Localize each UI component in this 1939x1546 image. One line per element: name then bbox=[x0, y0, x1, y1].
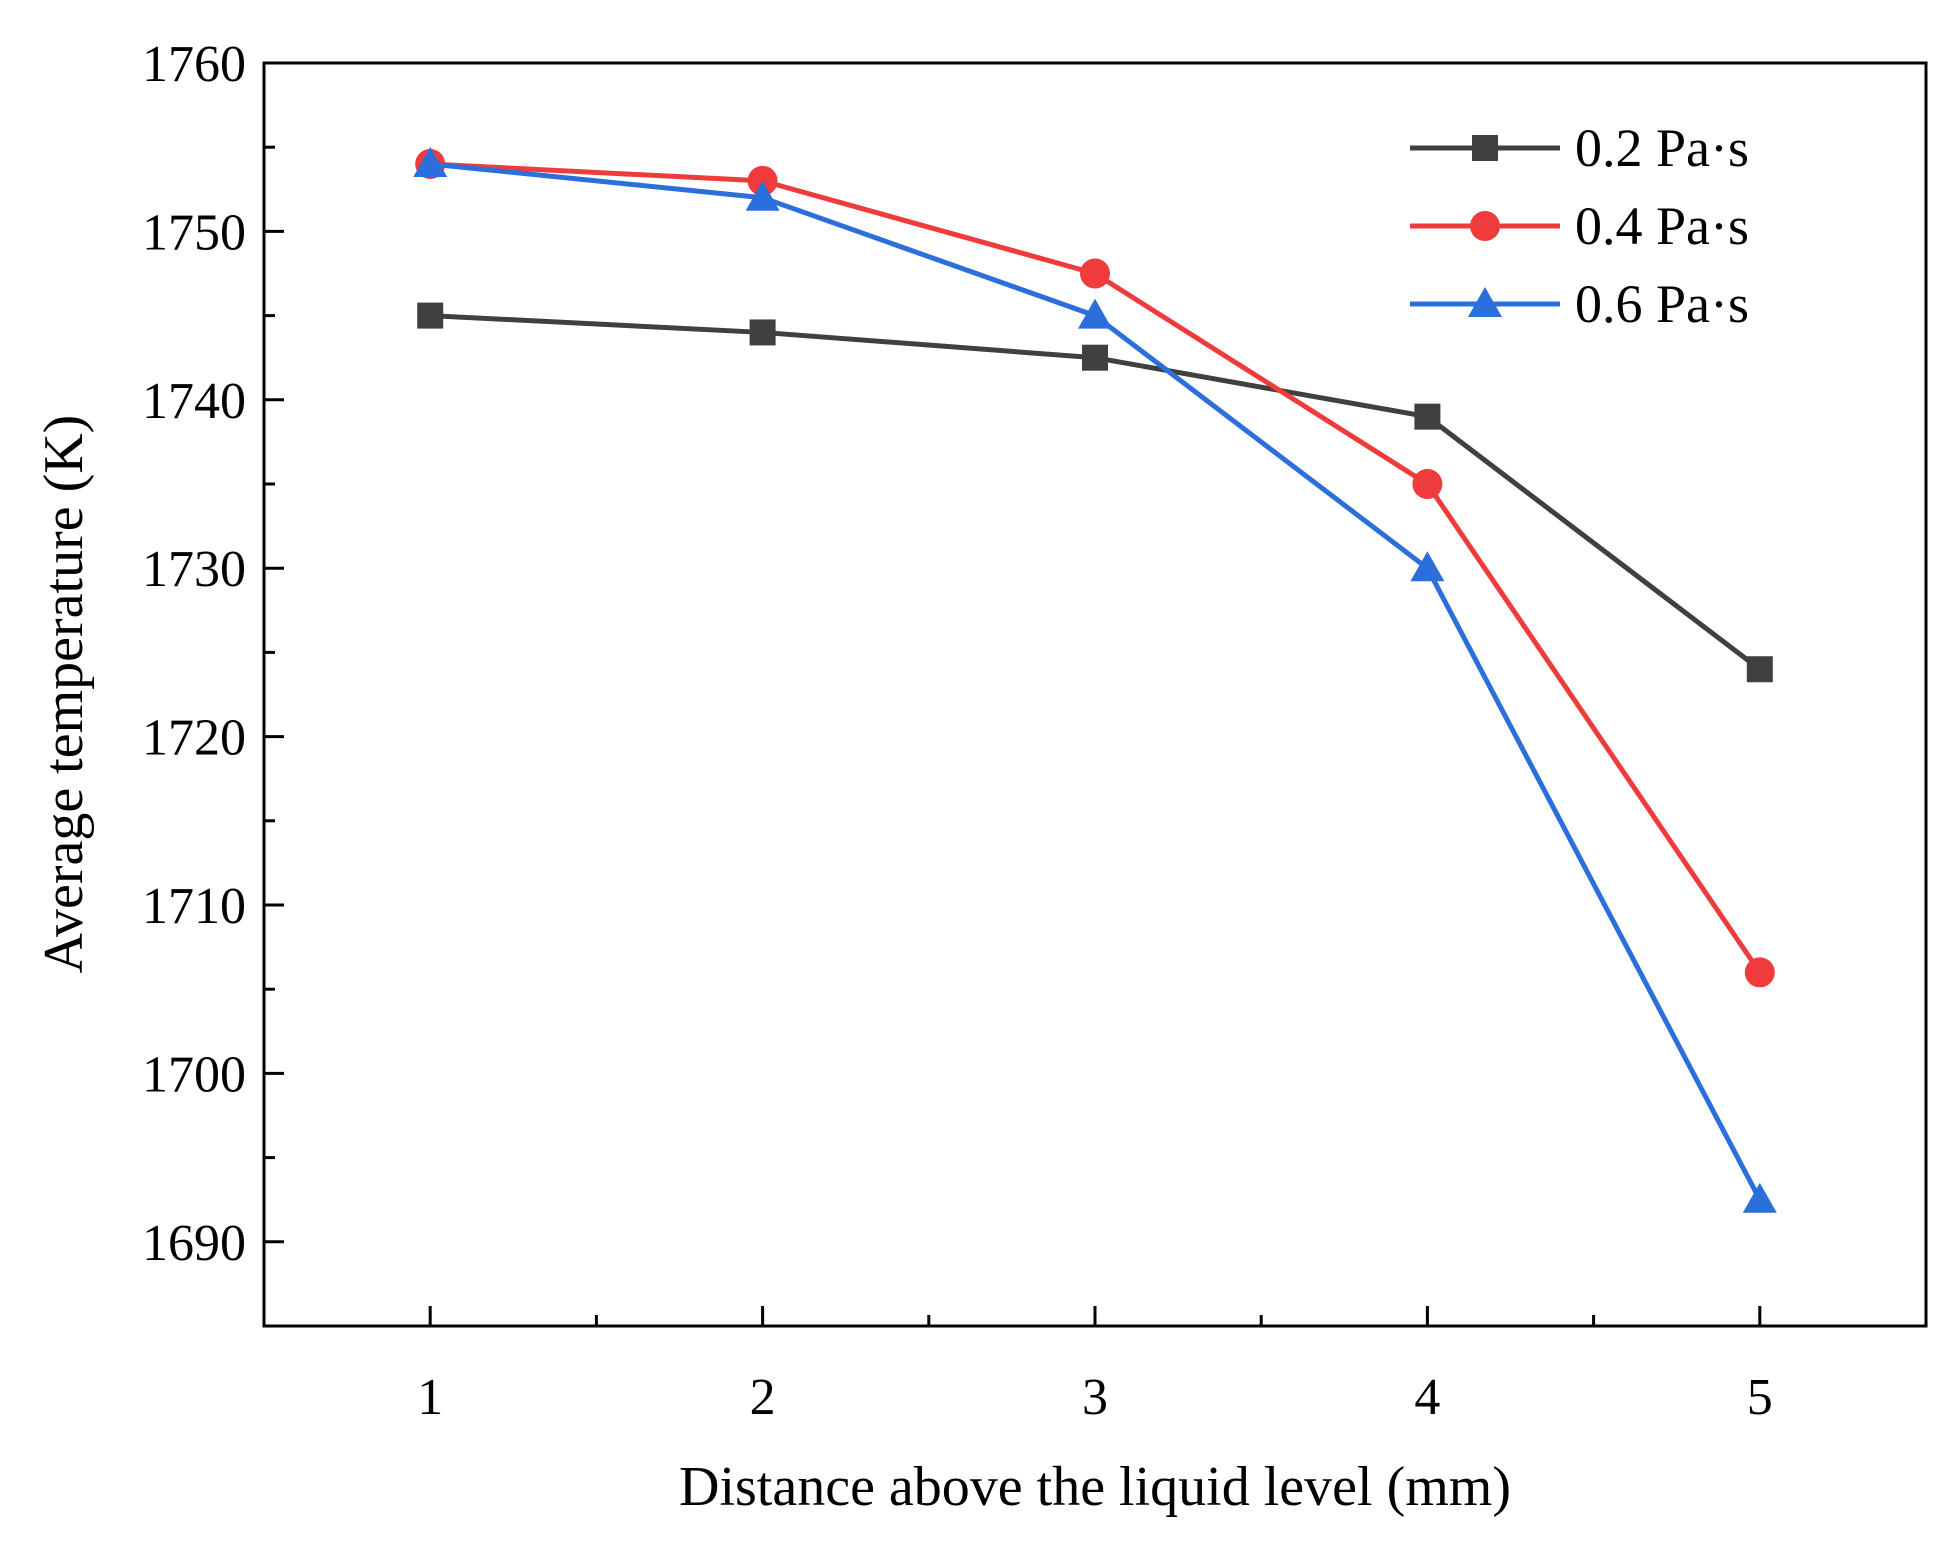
data-point bbox=[1078, 298, 1112, 329]
y-tick-label: 1690 bbox=[142, 1215, 246, 1272]
series-layer bbox=[413, 147, 1777, 1213]
data-point bbox=[1082, 344, 1108, 371]
data-point bbox=[1410, 551, 1445, 582]
x-axis-ticks: 1 2 3 4 5 bbox=[417, 1306, 1773, 1426]
data-point bbox=[749, 319, 776, 346]
x-tick-label: 4 bbox=[1414, 1369, 1440, 1426]
series-3 bbox=[413, 147, 1777, 1213]
data-point bbox=[417, 302, 444, 329]
y-tick-label: 1720 bbox=[142, 710, 246, 767]
data-point bbox=[745, 180, 780, 211]
x-tick-label: 2 bbox=[750, 1369, 776, 1426]
x-tick-label: 3 bbox=[1082, 1369, 1108, 1426]
data-point bbox=[1744, 957, 1775, 988]
y-axis-ticks: 1690 1700 1710 1720 1730 1740 1750 1760 bbox=[142, 36, 284, 1328]
data-point bbox=[1742, 1182, 1777, 1213]
series-1 bbox=[417, 302, 1773, 683]
legend-label: 0.4 Pa·s bbox=[1575, 196, 1749, 256]
y-tick-label: 1700 bbox=[142, 1046, 246, 1103]
y-axis-title: Average temperature (K) bbox=[33, 415, 95, 974]
legend-marker bbox=[1468, 287, 1502, 317]
series-2 bbox=[415, 149, 1775, 988]
y-tick-label: 1730 bbox=[142, 541, 246, 598]
y-tick-label: 1740 bbox=[142, 373, 246, 430]
legend-item: 0.4 Pa·s bbox=[1410, 196, 1749, 256]
y-tick-label: 1750 bbox=[142, 204, 246, 261]
data-point bbox=[413, 147, 448, 178]
data-point bbox=[1414, 403, 1441, 430]
x-tick-label: 5 bbox=[1747, 1369, 1773, 1426]
y-tick-label: 1710 bbox=[142, 878, 246, 935]
data-point bbox=[1080, 258, 1110, 289]
data-point bbox=[1746, 656, 1773, 683]
legend-marker bbox=[1470, 211, 1500, 241]
x-axis-title: Distance above the liquid level (mm) bbox=[679, 1456, 1511, 1518]
legend-item: 0.2 Pa·s bbox=[1410, 118, 1749, 178]
data-point bbox=[1412, 469, 1443, 499]
y-tick-label: 1760 bbox=[142, 36, 246, 93]
x-tick-label: 1 bbox=[417, 1369, 443, 1426]
legend-marker bbox=[1472, 135, 1498, 161]
legend-label: 0.6 Pa·s bbox=[1575, 274, 1749, 334]
legend: 0.2 Pa·s 0.4 Pa·s 0.6 Pa·s bbox=[1410, 118, 1749, 334]
legend-label: 0.2 Pa·s bbox=[1575, 118, 1749, 178]
legend-item: 0.6 Pa·s bbox=[1410, 274, 1749, 334]
